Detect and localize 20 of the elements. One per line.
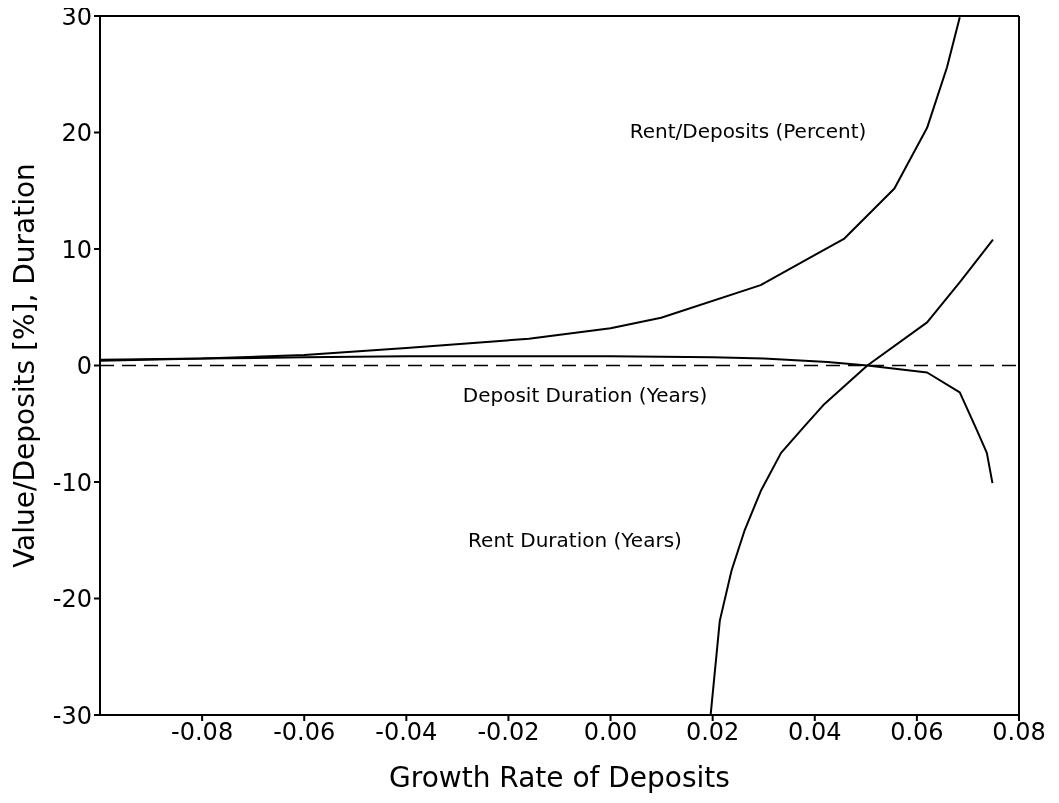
annotation: Deposit Duration (Years) xyxy=(462,383,708,407)
x-tick-label: 0.08 xyxy=(992,718,1046,747)
annotation: Rent Duration (Years) xyxy=(468,528,682,552)
y-tick-label: 0 xyxy=(76,352,92,381)
y-axis-title: Value/Deposits [%], Duration xyxy=(8,163,41,568)
x-tick-label: -0.06 xyxy=(273,718,336,747)
y-tick-label: -10 xyxy=(52,468,92,497)
y-tick-label: 20 xyxy=(61,119,92,148)
x-tick-label: 0.04 xyxy=(788,718,842,747)
x-tick-label: 0.02 xyxy=(685,718,740,747)
x-tick-label: 0.00 xyxy=(583,718,638,747)
x-tick-label: 0.06 xyxy=(890,718,944,747)
x-tick-label: -0.08 xyxy=(171,718,234,747)
x-tick-label: -0.02 xyxy=(477,718,540,747)
annotation: Rent/Deposits (Percent) xyxy=(629,119,867,143)
y-tick-label: -20 xyxy=(52,585,92,614)
x-tick-label: -0.04 xyxy=(375,718,438,747)
y-tick-label: -30 xyxy=(52,701,92,730)
y-tick-label: 10 xyxy=(61,235,92,264)
x-axis-title: Growth Rate of Deposits xyxy=(389,761,730,794)
